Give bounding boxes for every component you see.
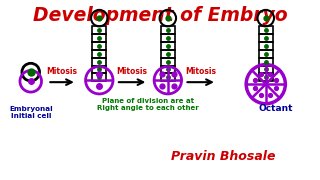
- Text: Plane of division are at
Right angle to each other: Plane of division are at Right angle to …: [97, 98, 199, 111]
- Text: Embryonal
Initial cell: Embryonal Initial cell: [9, 106, 52, 119]
- Text: Mitosis: Mitosis: [116, 67, 148, 76]
- Bar: [92, 58, 106, 66]
- Bar: [92, 50, 106, 58]
- Bar: [259, 66, 273, 73]
- Bar: [161, 26, 175, 34]
- Bar: [92, 26, 106, 34]
- Text: Mitosis: Mitosis: [185, 67, 216, 76]
- Bar: [259, 34, 273, 42]
- Text: Development of Embryo: Development of Embryo: [33, 6, 287, 25]
- Bar: [161, 58, 175, 66]
- Bar: [92, 42, 106, 50]
- Text: Pravin Bhosale: Pravin Bhosale: [172, 150, 276, 163]
- Bar: [259, 42, 273, 50]
- Bar: [92, 34, 106, 42]
- Bar: [161, 50, 175, 58]
- Text: Mitosis: Mitosis: [47, 67, 77, 76]
- Bar: [92, 66, 106, 73]
- Bar: [259, 58, 273, 66]
- Bar: [92, 73, 106, 81]
- Bar: [161, 34, 175, 42]
- Bar: [161, 42, 175, 50]
- Bar: [161, 73, 175, 81]
- Text: Octant: Octant: [258, 104, 293, 113]
- Bar: [259, 26, 273, 34]
- Bar: [259, 73, 273, 81]
- Bar: [161, 66, 175, 73]
- Bar: [259, 50, 273, 58]
